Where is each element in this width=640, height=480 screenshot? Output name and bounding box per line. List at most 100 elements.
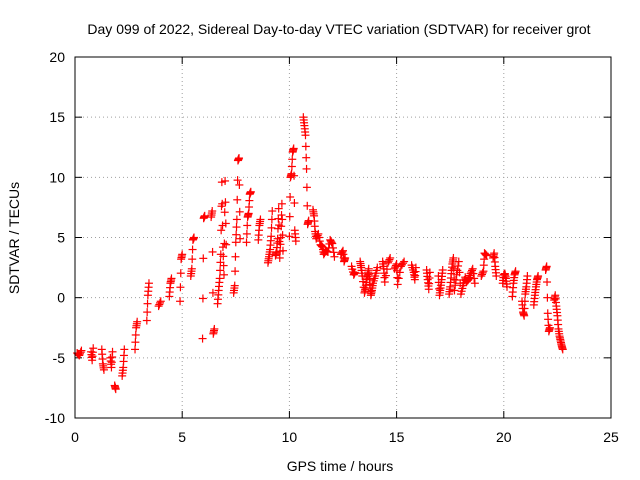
data-point <box>301 142 310 151</box>
data-point <box>278 231 287 240</box>
data-point <box>220 239 229 248</box>
data-point <box>392 259 401 268</box>
data-point <box>198 334 207 343</box>
data-point <box>277 222 286 231</box>
data-point <box>328 243 337 252</box>
data-point <box>558 345 567 354</box>
data-point <box>301 131 310 140</box>
data-point <box>143 299 152 308</box>
data-point <box>481 249 490 258</box>
data-point <box>545 323 554 332</box>
data-point <box>200 211 209 220</box>
data-point <box>481 250 490 259</box>
data-point <box>256 215 265 224</box>
data-point <box>215 274 224 283</box>
data-point <box>275 253 284 262</box>
data-point <box>120 345 129 354</box>
data-point <box>341 253 350 262</box>
data-point <box>278 246 287 255</box>
data-point <box>285 212 294 221</box>
data-point <box>188 245 197 254</box>
data-point <box>198 294 207 303</box>
data-point <box>314 229 323 238</box>
data-point <box>468 264 477 273</box>
data-point <box>189 233 198 242</box>
data-point <box>89 344 98 353</box>
y-tick-label: 15 <box>49 109 65 125</box>
data-point <box>381 271 390 280</box>
data-point <box>302 153 311 162</box>
data-point <box>327 238 336 247</box>
data-point <box>520 297 529 306</box>
data-point <box>235 154 244 163</box>
data-point <box>144 279 153 288</box>
data-point <box>133 317 142 326</box>
data-point <box>235 207 244 216</box>
data-point <box>317 241 326 250</box>
data-point <box>233 176 242 185</box>
y-axis-label: SDTVAR / TECUs <box>6 182 22 294</box>
data-point <box>268 207 277 216</box>
grid-lines <box>75 57 611 418</box>
data-point <box>232 215 241 224</box>
data-point <box>232 223 241 232</box>
data-point <box>131 345 140 354</box>
data-point <box>231 238 240 247</box>
data-point <box>469 269 478 278</box>
data-point <box>221 176 230 185</box>
data-point <box>217 226 226 235</box>
data-point <box>329 248 338 257</box>
data-point <box>395 268 404 277</box>
data-point <box>400 257 409 266</box>
data-point <box>470 279 479 288</box>
data-point <box>178 250 187 259</box>
data-point <box>385 255 394 264</box>
data-point <box>399 259 408 268</box>
x-tick-label: 5 <box>178 429 186 445</box>
data-point <box>167 274 176 283</box>
data-point <box>289 144 298 153</box>
data-point <box>391 261 400 270</box>
data-point <box>231 267 240 276</box>
data-point <box>330 252 339 261</box>
data-point <box>380 278 389 287</box>
data-point <box>290 171 299 180</box>
data-point <box>142 316 151 325</box>
data-point <box>373 263 382 272</box>
data-point <box>482 251 491 260</box>
data-point <box>276 240 285 249</box>
data-point <box>290 199 299 208</box>
y-tick-label: -10 <box>45 410 65 426</box>
data-point <box>394 274 403 283</box>
y-tick-label: 5 <box>57 230 65 246</box>
data-point <box>285 232 294 241</box>
data-point <box>242 229 251 238</box>
chart-title: Day 099 of 2022, Sidereal Day-to-day VTE… <box>87 21 590 37</box>
data-point <box>99 365 108 374</box>
data-point <box>278 215 287 224</box>
data-point <box>543 293 552 302</box>
x-tick-label: 20 <box>496 429 512 445</box>
data-point <box>451 276 460 285</box>
data-point <box>267 223 276 232</box>
data-point <box>478 268 487 277</box>
x-axis-label: GPS time / hours <box>287 458 394 474</box>
y-tick-label: 0 <box>57 290 65 306</box>
data-point <box>277 211 286 220</box>
data-point <box>464 275 473 284</box>
data-point <box>287 162 296 171</box>
data-point <box>303 201 312 210</box>
data-point <box>143 308 152 317</box>
data-point <box>221 219 230 228</box>
data-point <box>243 221 252 230</box>
data-point <box>242 238 251 247</box>
data-point <box>156 298 165 307</box>
data-point <box>131 330 140 339</box>
data-point <box>230 281 239 290</box>
data-point <box>219 261 228 270</box>
data-point <box>176 269 185 278</box>
data-point <box>386 253 395 262</box>
data-point <box>425 268 434 277</box>
y-tick-label: 10 <box>49 169 65 185</box>
